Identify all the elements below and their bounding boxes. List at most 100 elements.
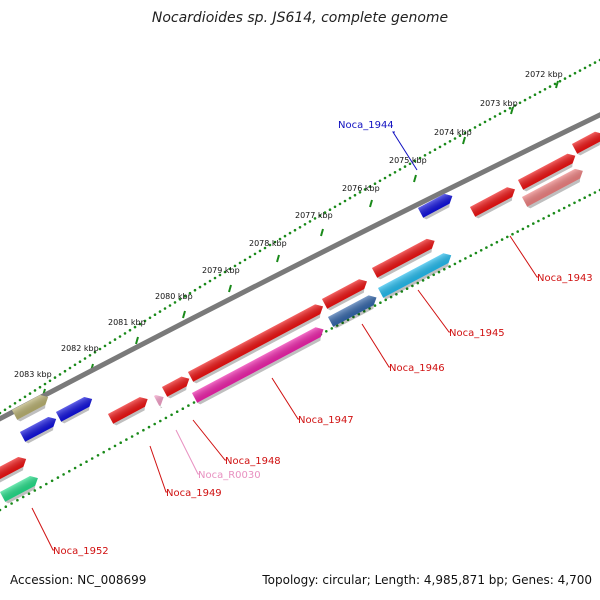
- scale-dot: [583, 66, 587, 70]
- scale-label: 2083 kbp: [14, 370, 52, 379]
- inner-scale-dot: [453, 262, 457, 266]
- gene-light-red[interactable]: [522, 166, 587, 209]
- gene-red[interactable]: [572, 129, 600, 156]
- inner-scale-dot: [341, 321, 344, 325]
- leader-line: [392, 131, 418, 171]
- scale-dot: [588, 64, 592, 67]
- gene-red[interactable]: [108, 394, 152, 426]
- gene-red[interactable]: [188, 302, 327, 385]
- scale-dot: [48, 379, 52, 383]
- leader-line: [31, 507, 55, 551]
- scale-dot: [338, 202, 342, 206]
- inner-scale-dot: [50, 479, 54, 483]
- gene-cyan[interactable]: [378, 250, 455, 300]
- scale-dot: [203, 282, 207, 286]
- scale-dot: [218, 273, 222, 277]
- scale-dot: [343, 199, 347, 203]
- scale-dot: [23, 395, 27, 399]
- summary-text: Topology: circular; Length: 4,985,871 bp…: [262, 573, 592, 587]
- inner-scale-dot: [474, 251, 478, 255]
- scale-dot: [213, 276, 217, 280]
- inner-scale-dot: [562, 206, 566, 210]
- gene-features[interactable]: [0, 129, 600, 504]
- scale-tick: [555, 80, 559, 89]
- scale-tick: [320, 228, 324, 237]
- scale-dot: [138, 322, 142, 326]
- gene-label[interactable]: Noca_1948: [225, 456, 281, 467]
- gene-olive[interactable]: [12, 392, 52, 422]
- scale-dot: [233, 264, 237, 268]
- scale-dot: [253, 252, 257, 256]
- gene-label[interactable]: Noca_1946: [389, 363, 445, 374]
- inner-scale-dot: [516, 230, 519, 233]
- gene-label[interactable]: Noca_1943: [537, 273, 593, 284]
- gene-blue[interactable]: [20, 414, 60, 444]
- gene-blue[interactable]: [56, 394, 96, 424]
- gene-red[interactable]: [322, 276, 371, 311]
- inner-scale-dot: [147, 425, 151, 429]
- gene-red[interactable]: [162, 374, 193, 400]
- gene-red[interactable]: [372, 236, 439, 280]
- scale-dot: [173, 301, 177, 304]
- scale-dot: [58, 373, 62, 376]
- scale-dot: [483, 120, 487, 124]
- scale-dot: [413, 159, 417, 163]
- gene-label[interactable]: Noca_1952: [53, 546, 109, 557]
- inner-scale-dot: [136, 432, 139, 435]
- inner-scale-dot: [384, 298, 388, 302]
- inner-scale-dot: [495, 240, 499, 244]
- inner-scale-dot: [432, 273, 436, 277]
- scale-label: 2076 kbp: [342, 184, 380, 193]
- inner-scale-dot: [113, 444, 117, 448]
- scale-dot: [518, 101, 522, 105]
- inner-scale-dot: [379, 301, 382, 305]
- scale-dot: [168, 304, 172, 307]
- scale-dot: [323, 211, 327, 214]
- gene-green[interactable]: [0, 473, 42, 504]
- scale-label: 2074 kbp: [434, 128, 472, 137]
- gene-label[interactable]: Noca_1947: [298, 415, 354, 426]
- inner-scale-dot: [485, 246, 488, 249]
- inner-scale-dot: [588, 193, 592, 197]
- scale-dot: [123, 332, 127, 335]
- scale-dot: [158, 310, 162, 313]
- scale-dot: [403, 165, 407, 168]
- leader-line: [417, 289, 451, 333]
- inner-scale-dot: [164, 416, 168, 420]
- gene-label[interactable]: Noca_1945: [449, 328, 505, 339]
- inner-scale-dot: [39, 486, 42, 489]
- inner-scale-dot: [416, 281, 420, 285]
- gene-blue[interactable]: [418, 191, 456, 220]
- inner-scale-dot: [557, 209, 561, 212]
- scale-dot: [333, 205, 337, 209]
- inner-scale-dot: [411, 284, 414, 288]
- scale-dot: [513, 104, 517, 107]
- scale-dot: [348, 196, 352, 200]
- gene-red[interactable]: [518, 151, 579, 192]
- inner-scale-dot: [400, 290, 404, 293]
- inner-scale-dot: [583, 196, 586, 199]
- scale-dot: [493, 115, 497, 118]
- gene-red[interactable]: [470, 184, 519, 219]
- leader-line: [149, 445, 168, 493]
- gene-label[interactable]: Noca_1949: [166, 488, 222, 499]
- scale-dot: [558, 79, 562, 83]
- inner-scale-dot: [593, 191, 597, 194]
- inner-scale-dot: [159, 419, 162, 423]
- gene-label[interactable]: Noca_1944: [338, 120, 394, 131]
- inner-scale-dot: [578, 198, 581, 202]
- gene-pink[interactable]: [192, 324, 327, 405]
- gene-label[interactable]: Noca_R0030: [198, 470, 261, 481]
- scale-dot: [198, 285, 202, 289]
- scale-label: 2073 kbp: [480, 99, 518, 108]
- gene-rna[interactable]: [154, 392, 168, 409]
- gene-steel[interactable]: [328, 293, 380, 330]
- inner-scale-dot: [532, 222, 535, 225]
- gene-red[interactable]: [0, 454, 30, 484]
- scale-dot: [318, 214, 322, 217]
- scale-tick: [510, 106, 514, 115]
- scale-dot: [188, 291, 192, 295]
- scale-dot: [383, 176, 387, 180]
- inner-scale-dot: [437, 270, 441, 274]
